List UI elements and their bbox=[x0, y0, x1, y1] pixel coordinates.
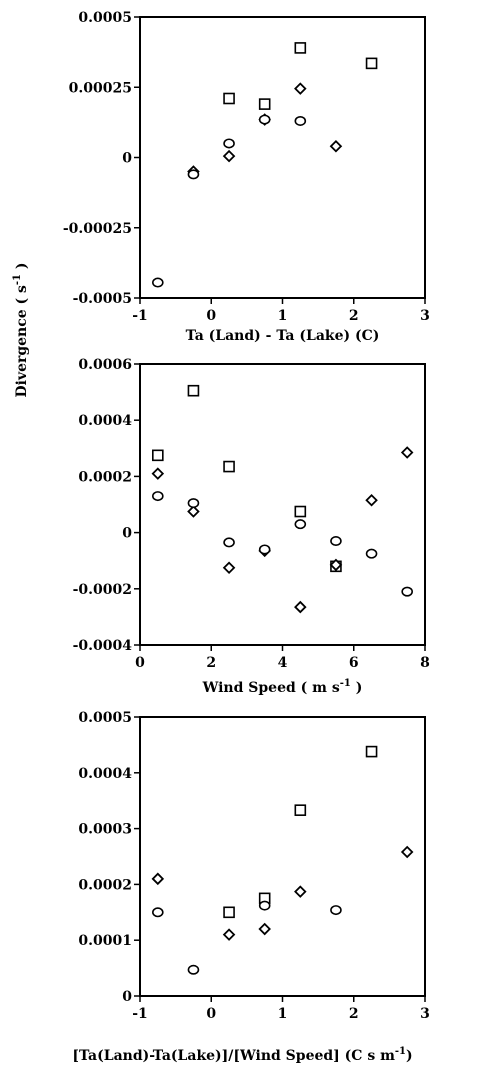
circle-point bbox=[258, 544, 271, 555]
diamond-point bbox=[258, 922, 271, 936]
x-tick-label: 2 bbox=[349, 308, 359, 324]
square-point bbox=[223, 92, 235, 105]
square-point bbox=[258, 98, 271, 110]
x-tick-label: 2 bbox=[206, 655, 216, 671]
x-axis-label: Ta (Land) - Ta (Lake) (C) bbox=[186, 328, 380, 344]
y-tick-label: 0.0002 bbox=[78, 469, 132, 485]
x-tick-label: 1 bbox=[278, 1006, 288, 1022]
x-tick-label: 0 bbox=[206, 308, 216, 324]
y-tick-label: 0.00025 bbox=[69, 80, 132, 96]
shared-y-axis-label-sup: -1 bbox=[12, 274, 23, 285]
square-point bbox=[365, 57, 378, 70]
diamond-point bbox=[294, 82, 307, 95]
y-tick-label: 0.0004 bbox=[78, 413, 132, 429]
circle-point bbox=[258, 900, 271, 911]
plot-frame bbox=[139, 363, 426, 646]
x-tick-label: 8 bbox=[420, 655, 430, 671]
shared-y-axis-label: Divergence ( s-1 ) bbox=[12, 262, 30, 397]
square-point bbox=[223, 460, 235, 473]
x-axis-label: [Ta(Land)-Ta(Lake)]/[Wind Speed] (C s m-… bbox=[72, 1046, 412, 1064]
diamond-point bbox=[187, 505, 200, 518]
circle-point bbox=[294, 115, 307, 126]
x-tick-label: -1 bbox=[132, 1006, 148, 1022]
x-tick-label: 3 bbox=[420, 308, 430, 324]
diamond-point bbox=[329, 558, 343, 572]
y-tick-label: -0.0002 bbox=[73, 582, 132, 598]
diamond-point bbox=[365, 494, 378, 507]
circle-point bbox=[294, 519, 307, 530]
x-tick-label: 2 bbox=[349, 1006, 359, 1022]
chart-panel-1: -1 0 1 2 3 -0.0005 -0.00025 0 0.00025 0.0005 Ta (L… bbox=[63, 10, 430, 344]
circle-point bbox=[258, 114, 271, 125]
y-tick-label: 0.0006 bbox=[78, 357, 132, 373]
circle-point bbox=[330, 536, 342, 547]
diamond-point bbox=[400, 845, 414, 859]
circle-point bbox=[401, 586, 413, 597]
shared-y-axis-label-main: Divergence ( s bbox=[14, 285, 30, 398]
x-axis-label-end: ) bbox=[351, 680, 363, 696]
chart-panel-3: -1 0 1 2 300.00010.00020.00030.00040.0005[Ta… bbox=[72, 710, 430, 1064]
square-point bbox=[294, 42, 307, 54]
y-tick-label: 0.0001 bbox=[78, 933, 132, 949]
x-tick-label: 6 bbox=[349, 655, 359, 671]
x-tick-label: 1 bbox=[278, 308, 288, 324]
circle-point bbox=[187, 498, 200, 509]
diamond-point bbox=[222, 561, 236, 574]
y-tick-label: 0.0005 bbox=[78, 10, 132, 26]
circle-point bbox=[152, 277, 164, 288]
square-point bbox=[294, 804, 307, 816]
square-point bbox=[223, 906, 235, 919]
diamond-point bbox=[151, 467, 165, 480]
circle-point bbox=[187, 964, 200, 975]
square-point bbox=[187, 384, 200, 397]
y-tick-label: 0.0005 bbox=[78, 710, 132, 726]
x-axis-label: Wind Speed ( m s-1 ) bbox=[202, 678, 363, 696]
chart-panel-2: 0 2 4 6 8 -0.0004 -0.0002 0 0.0002 0.0004 0.0006 Wi… bbox=[73, 357, 430, 696]
y-tick-label: 0 bbox=[122, 989, 132, 1005]
shared-y-axis-label-end: ) bbox=[14, 262, 30, 274]
x-axis-label-sup: -1 bbox=[395, 1046, 406, 1057]
circle-point bbox=[223, 537, 235, 548]
diamond-point bbox=[329, 139, 343, 153]
x-axis-label-sup: -1 bbox=[340, 678, 351, 689]
square-point bbox=[365, 745, 378, 758]
x-axis-label-main: Ta (Land) - Ta (Lake) (C) bbox=[186, 328, 380, 344]
x-tick-label: 3 bbox=[420, 1006, 430, 1022]
diamond-point bbox=[294, 885, 307, 898]
diamond-point bbox=[222, 928, 236, 941]
y-tick-label: -0.0005 bbox=[73, 291, 132, 307]
x-axis-label-end: ) bbox=[406, 1048, 413, 1064]
y-tick-label: 0 bbox=[122, 151, 132, 167]
x-tick-label: -1 bbox=[132, 308, 148, 324]
y-tick-label: -0.00025 bbox=[63, 221, 132, 237]
y-tick-label: 0.0004 bbox=[78, 766, 132, 782]
x-axis-label-main: Wind Speed ( m s bbox=[202, 680, 340, 696]
plot-frame bbox=[139, 716, 426, 997]
y-tick-label: 0.0003 bbox=[78, 822, 132, 838]
x-axis-label-main: [Ta(Land)-Ta(Lake)]/[Wind Speed] (C s m bbox=[72, 1048, 395, 1064]
square-point bbox=[294, 505, 307, 518]
circle-point bbox=[152, 491, 164, 502]
x-tick-label: 0 bbox=[206, 1006, 216, 1022]
circle-point bbox=[330, 905, 342, 916]
diamond-point bbox=[294, 600, 307, 614]
circle-point bbox=[223, 138, 235, 149]
diamond-point bbox=[222, 149, 236, 163]
plot-frame bbox=[139, 16, 426, 299]
x-tick-label: 4 bbox=[278, 655, 288, 671]
circle-point bbox=[365, 548, 378, 559]
y-tick-label: -0.0004 bbox=[73, 638, 133, 654]
y-tick-label: 0 bbox=[122, 526, 132, 542]
square-point bbox=[152, 449, 164, 462]
x-tick-label: 0 bbox=[135, 655, 145, 671]
diamond-point bbox=[400, 446, 414, 459]
diamond-point bbox=[151, 872, 165, 886]
y-tick-label: 0.0002 bbox=[78, 877, 132, 893]
circle-point bbox=[187, 169, 200, 180]
circle-point bbox=[152, 907, 164, 918]
